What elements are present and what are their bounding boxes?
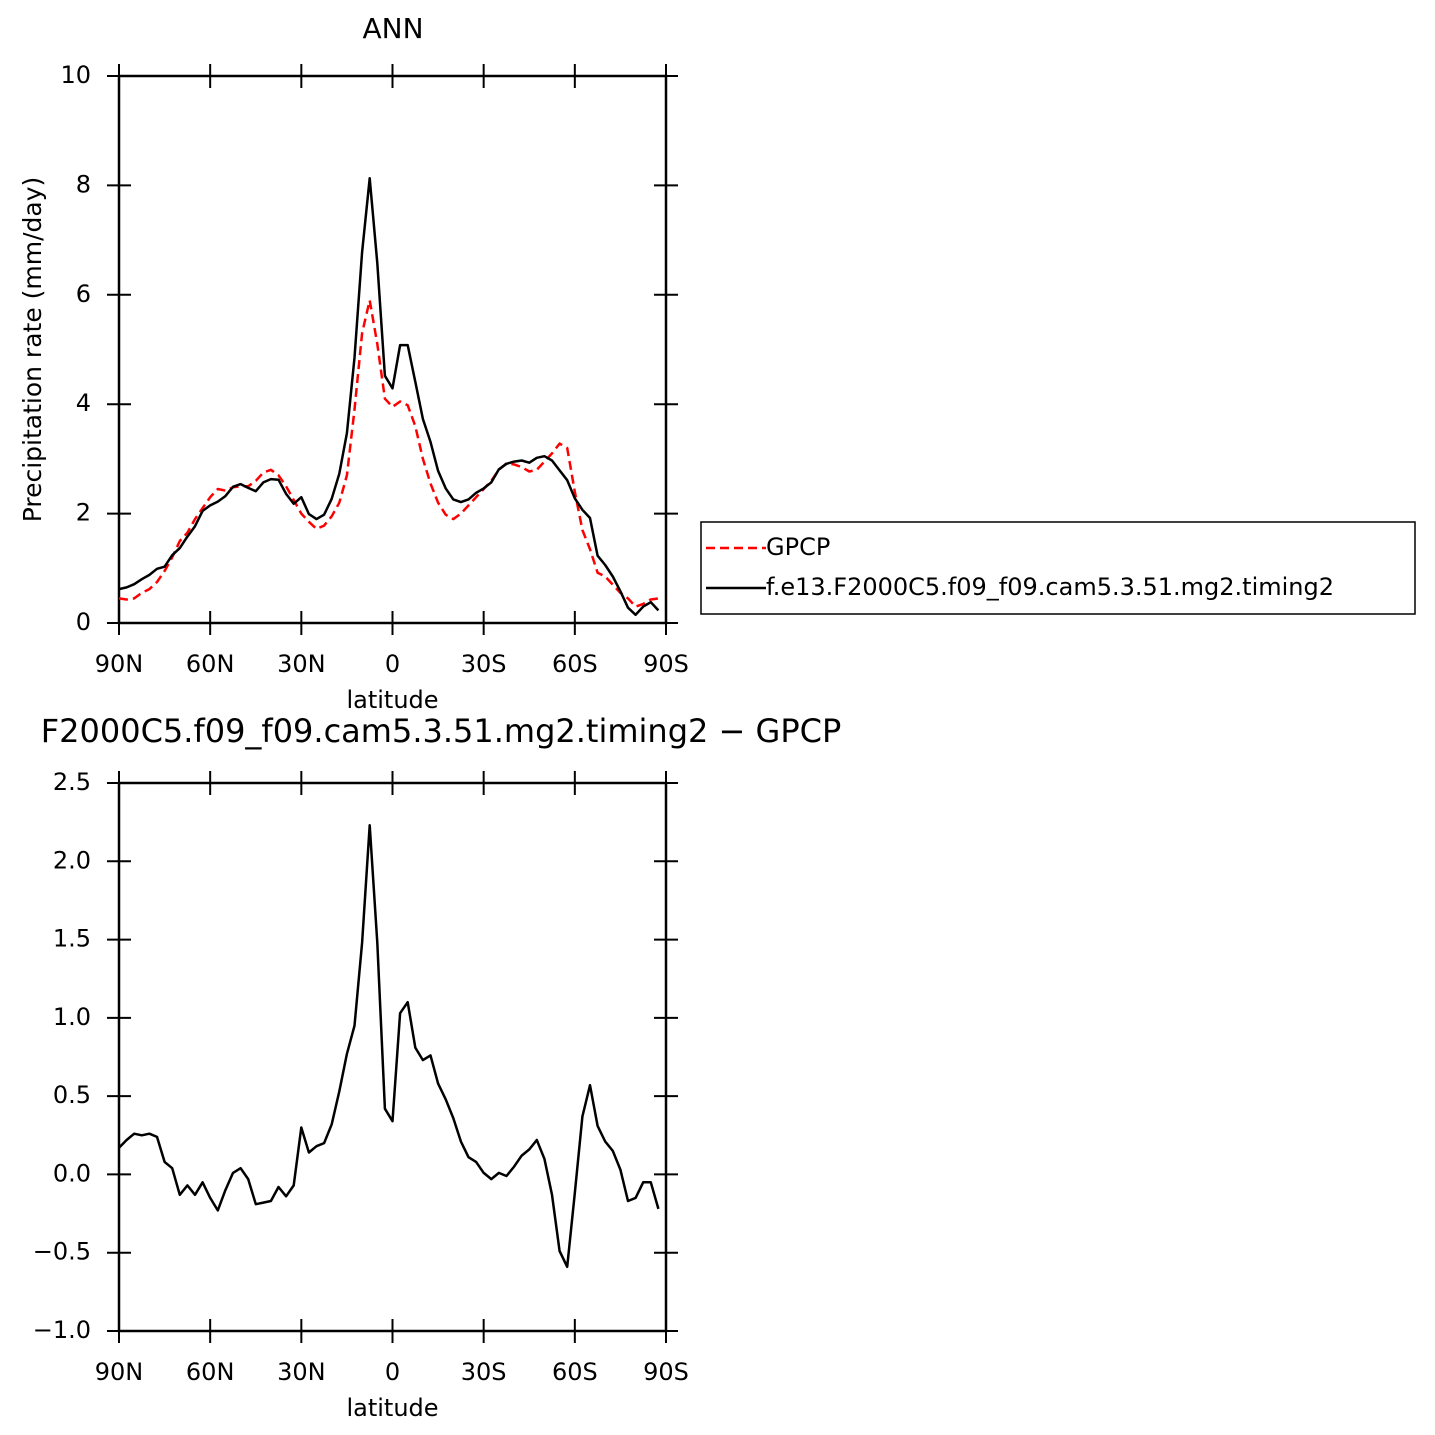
x-tick-label: 90N bbox=[95, 650, 144, 678]
y-tick-label: 2.0 bbox=[53, 846, 91, 874]
legend-label: f.e13.F2000C5.f09_f09.cam5.3.51.mg2.timi… bbox=[766, 573, 1334, 601]
y-tick-label: −1.0 bbox=[33, 1316, 91, 1344]
x-tick-label: 90S bbox=[643, 1358, 689, 1386]
y-tick-label: 2 bbox=[76, 499, 91, 527]
x-tick-label: 60S bbox=[552, 650, 598, 678]
plot-frame bbox=[117, 74, 668, 625]
data-line bbox=[118, 299, 659, 608]
chart-title: ANN bbox=[362, 12, 423, 45]
x-tick-label: 90N bbox=[95, 1358, 144, 1386]
plot-frame bbox=[117, 781, 668, 1333]
y-tick-label: 0.5 bbox=[53, 1081, 91, 1109]
y-tick-label: 8 bbox=[76, 170, 91, 198]
x-tick-label: 60S bbox=[552, 1358, 598, 1386]
y-tick-label: 0.0 bbox=[53, 1159, 91, 1187]
x-tick-label: 60N bbox=[186, 1358, 235, 1386]
y-tick-label: 4 bbox=[76, 389, 91, 417]
y-tick-label: 10 bbox=[60, 61, 91, 89]
chart-title: F2000C5.f09_f09.cam5.3.51.mg2.timing2 − … bbox=[41, 712, 842, 750]
legend-label: GPCP bbox=[766, 533, 830, 561]
data-line bbox=[118, 824, 660, 1269]
legend-box bbox=[700, 521, 1416, 615]
x-axis-label: latitude bbox=[346, 1394, 438, 1422]
x-tick-label: 30S bbox=[461, 650, 507, 678]
x-tick-label: 90S bbox=[643, 650, 689, 678]
x-tick-label: 0 bbox=[385, 1358, 400, 1386]
y-axis-label: Precipitation rate (mm/day) bbox=[18, 177, 47, 523]
x-axis-label: latitude bbox=[346, 686, 438, 714]
x-tick-label: 0 bbox=[385, 650, 400, 678]
x-tick-label: 30N bbox=[277, 1358, 326, 1386]
y-tick-label: 6 bbox=[76, 280, 91, 308]
x-tick-label: 60N bbox=[186, 650, 235, 678]
y-tick-label: 2.5 bbox=[53, 768, 91, 796]
x-tick-label: 30N bbox=[277, 650, 326, 678]
y-tick-label: 0 bbox=[76, 608, 91, 636]
data-line bbox=[118, 177, 660, 617]
y-tick-label: −0.5 bbox=[33, 1238, 91, 1266]
y-tick-label: 1.5 bbox=[53, 925, 91, 953]
y-tick-label: 1.0 bbox=[53, 1003, 91, 1031]
x-tick-label: 30S bbox=[461, 1358, 507, 1386]
